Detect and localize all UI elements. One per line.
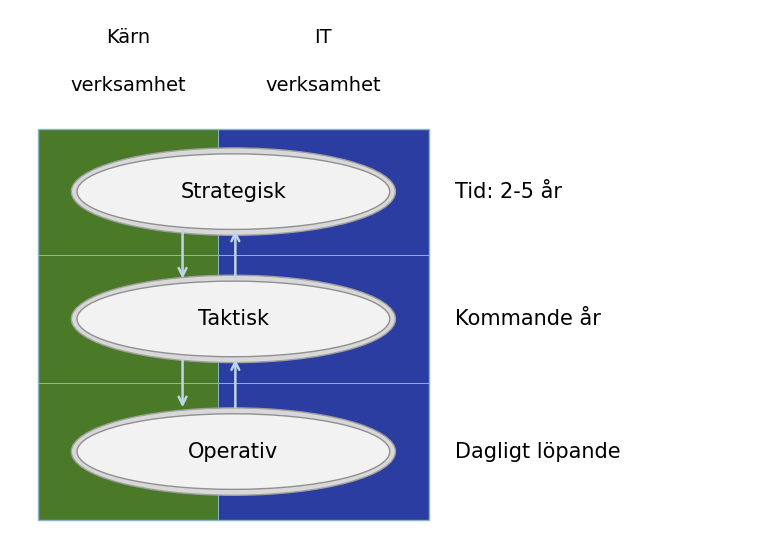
Ellipse shape [77, 154, 390, 229]
Bar [38, 255, 218, 383]
Bar [218, 383, 429, 520]
Bar [218, 255, 429, 383]
Ellipse shape [71, 276, 395, 363]
Ellipse shape [71, 408, 395, 495]
Text: Taktisk: Taktisk [198, 309, 269, 329]
Bar [38, 129, 429, 520]
Text: IT: IT [314, 28, 332, 47]
Text: verksamhet: verksamhet [70, 76, 186, 95]
Bar [218, 129, 429, 255]
Text: Tid: 2-5 år: Tid: 2-5 år [455, 182, 562, 202]
Text: Kommande år: Kommande år [455, 309, 601, 329]
Text: Strategisk: Strategisk [181, 182, 286, 202]
Ellipse shape [71, 148, 395, 235]
Text: Dagligt löpande: Dagligt löpande [455, 442, 621, 461]
Ellipse shape [77, 281, 390, 357]
Text: Kärn: Kärn [106, 28, 150, 47]
Bar [38, 129, 218, 255]
Text: verksamhet: verksamhet [266, 76, 381, 95]
Bar [38, 383, 218, 520]
Text: Operativ: Operativ [188, 442, 279, 461]
Ellipse shape [77, 414, 390, 489]
